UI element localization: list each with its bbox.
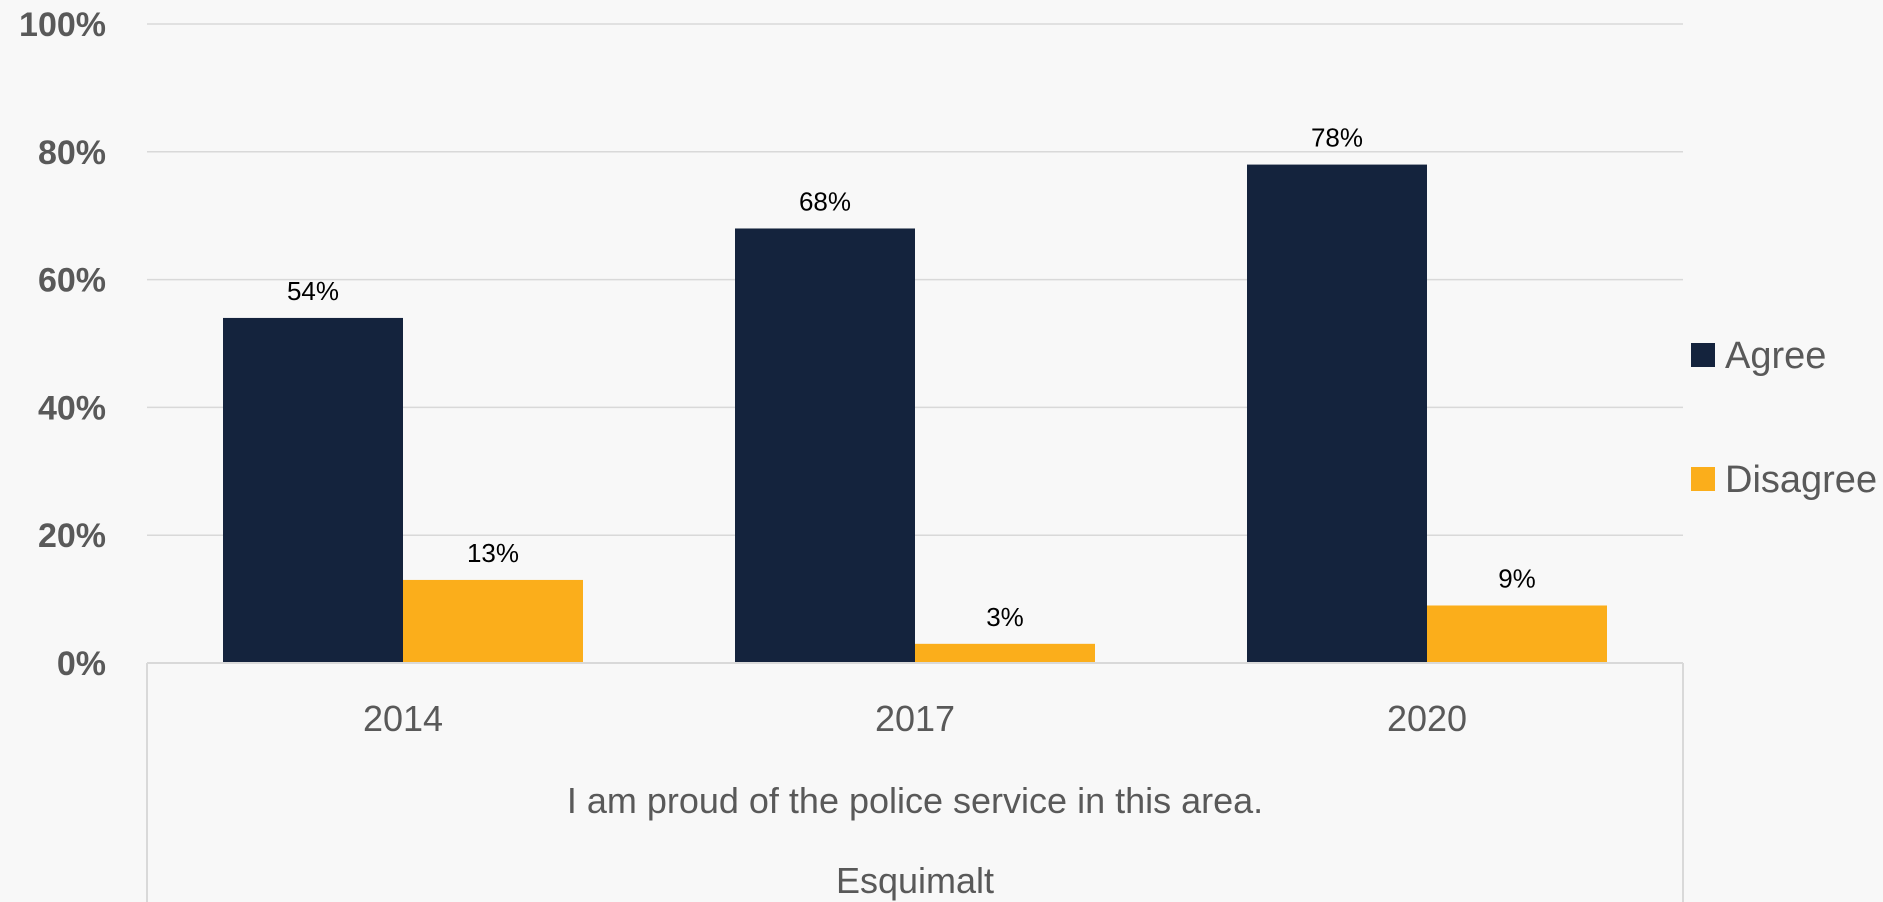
x-axis: 2014 2017 2020 I am proud of the police ser… bbox=[146, 662, 1684, 902]
y-tick-label: 80% bbox=[38, 134, 106, 172]
data-label: 9% bbox=[1498, 563, 1536, 593]
legend: Agree Disagree bbox=[1691, 335, 1877, 501]
x-tick-label: 2020 bbox=[1387, 698, 1467, 739]
bar-disagree-2014 bbox=[403, 579, 583, 663]
y-tick-label: 100% bbox=[19, 6, 106, 44]
legend-swatch-disagree bbox=[1691, 467, 1715, 491]
category-group-label: I am proud of the police service in this… bbox=[567, 780, 1263, 821]
legend-label-disagree: Disagree bbox=[1725, 459, 1877, 501]
x-tick-label: 2017 bbox=[875, 698, 955, 739]
category-group-label: Esquimalt bbox=[836, 860, 994, 901]
bars bbox=[223, 164, 1607, 664]
data-label: 68% bbox=[799, 186, 851, 216]
bar-agree-2017 bbox=[735, 228, 915, 664]
y-tick-label: 60% bbox=[38, 262, 106, 300]
y-tick-label: 0% bbox=[57, 645, 106, 683]
data-labels: 54% 13% 68% 3% 78% 9% bbox=[287, 123, 1536, 632]
y-tick-label: 40% bbox=[38, 389, 106, 427]
legend-label-agree: Agree bbox=[1725, 335, 1826, 377]
data-label: 54% bbox=[287, 276, 339, 306]
data-label: 13% bbox=[467, 538, 519, 568]
bar-agree-2020 bbox=[1247, 164, 1427, 663]
data-label: 3% bbox=[986, 602, 1024, 632]
data-label: 78% bbox=[1311, 123, 1363, 153]
legend-swatch-agree bbox=[1691, 343, 1715, 367]
bar-disagree-2020 bbox=[1427, 605, 1607, 663]
y-axis-labels: 0% 20% 40% 60% 80% 100% bbox=[19, 6, 106, 683]
bar-agree-2014 bbox=[223, 317, 403, 663]
y-tick-label: 20% bbox=[38, 517, 106, 555]
bar-disagree-2017 bbox=[915, 643, 1095, 663]
x-tick-label: 2014 bbox=[363, 698, 443, 739]
